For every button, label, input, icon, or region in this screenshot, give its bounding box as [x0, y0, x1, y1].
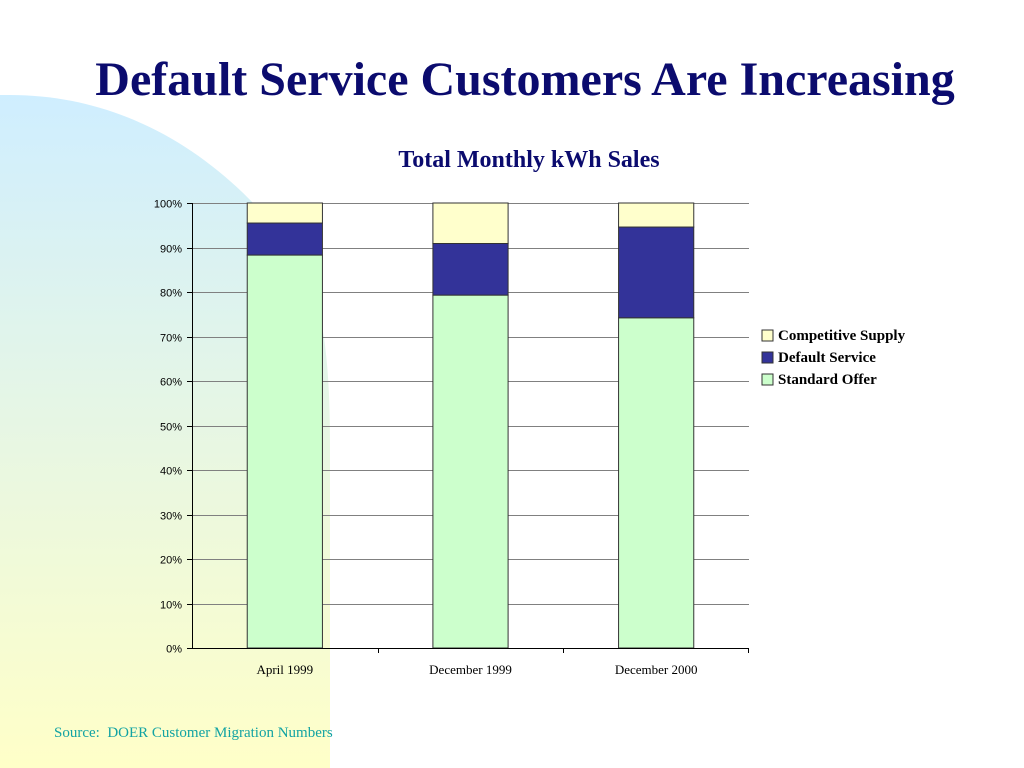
chart-title: Total Monthly kWh Sales: [398, 147, 659, 173]
bar-segment-default-service: [432, 242, 509, 296]
legend-label: Standard Offer: [778, 372, 877, 388]
legend-swatch: [761, 329, 774, 342]
y-tick-label: 30%: [160, 511, 182, 523]
legend-swatch: [761, 351, 774, 364]
x-tick-label: December 1999: [429, 662, 512, 677]
bar-segment-standard-offer: [618, 317, 695, 649]
y-tick-label: 40%: [160, 466, 182, 478]
legend: Competitive Supply Default Service Standar…: [761, 328, 906, 388]
slide-title: Default Service Customers Are Increasing: [95, 53, 955, 106]
y-tick-label: 100%: [154, 199, 182, 211]
bar-segment-default-service: [246, 222, 323, 256]
y-tick-label: 70%: [160, 333, 182, 345]
source-note: Source: DOER Customer Migration Numbers: [54, 725, 333, 741]
x-tick-label: December 2000: [615, 662, 698, 677]
legend-swatch: [761, 373, 774, 386]
bar-segment-standard-offer: [432, 294, 509, 649]
bars: [246, 202, 695, 649]
legend-label: Competitive Supply: [778, 328, 906, 344]
y-tick-label: 50%: [160, 422, 182, 434]
legend-label: Default Service: [778, 350, 876, 366]
y-tick-label: 0%: [166, 644, 182, 656]
bar-segment-competitive-supply: [246, 202, 323, 224]
bar-segment-competitive-supply: [432, 202, 509, 244]
y-tick-label: 80%: [160, 288, 182, 300]
y-tick-label: 20%: [160, 555, 182, 567]
x-tick-label: April 1999: [256, 662, 313, 677]
axes: 0% 10% 20% 30% 40% 50% 60% 70% 80% 90% 100% April 1…: [154, 199, 749, 677]
bar-segment-default-service: [618, 226, 695, 319]
y-tick-label: 10%: [160, 600, 182, 612]
y-tick-label: 60%: [160, 377, 182, 389]
bar-segment-competitive-supply: [618, 202, 695, 228]
y-tick-label: 90%: [160, 244, 182, 256]
bar-segment-standard-offer: [246, 254, 323, 649]
